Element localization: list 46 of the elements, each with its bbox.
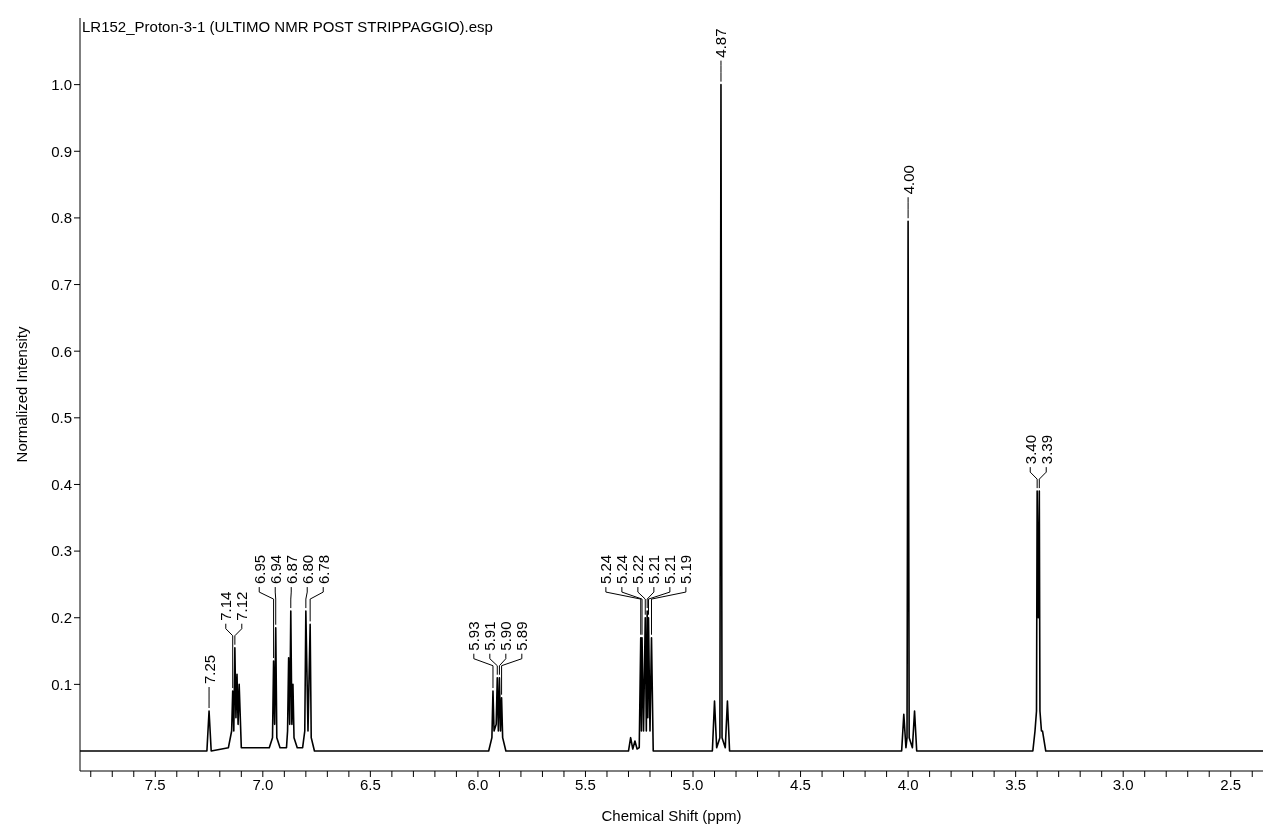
x-tick-label: 4.0 xyxy=(897,775,919,793)
x-tick-label: 5.5 xyxy=(575,775,596,793)
x-tick-label: 4.5 xyxy=(790,775,811,793)
y-tick-label: 0.1 xyxy=(51,675,72,693)
y-tick-label: 0.4 xyxy=(51,475,72,493)
y-tick-label: 0.6 xyxy=(51,342,72,360)
annotation: 7.14 xyxy=(217,591,235,621)
x-tick-label: 7.5 xyxy=(144,775,166,793)
annotation: 3.39 xyxy=(1037,434,1055,465)
annotation: 5.22 xyxy=(629,554,647,585)
annotation: 5.91 xyxy=(481,621,499,651)
annotation: 6.95 xyxy=(250,554,268,585)
y-tick-label: 0.7 xyxy=(51,275,72,293)
x-tick-label: 3.0 xyxy=(1112,775,1134,793)
annotation: 5.93 xyxy=(465,621,483,651)
y-tick-label: 0.9 xyxy=(51,142,72,160)
x-tick-label: 3.5 xyxy=(1005,775,1027,793)
annotation: 6.87 xyxy=(282,554,300,585)
annotation: 4.87 xyxy=(712,28,730,58)
x-tick-label: 6.0 xyxy=(467,775,489,793)
y-tick-label: 0.8 xyxy=(51,209,72,227)
x-tick-label: 7.0 xyxy=(252,775,274,793)
annotation: 6.80 xyxy=(298,554,316,585)
annotation: 5.19 xyxy=(677,554,695,585)
annotation: 4.00 xyxy=(899,165,917,195)
annotation: 5.24 xyxy=(597,554,615,585)
x-tick-label: 6.5 xyxy=(359,775,381,793)
annotation: 7.12 xyxy=(233,591,251,621)
y-tick-label: 0.5 xyxy=(51,409,72,427)
y-tick-label: 0.2 xyxy=(51,609,72,627)
chart-title: LR152_Proton-3-1 (ULTIMO NMR POST STRIPPAGGIO).esp xyxy=(82,18,493,35)
annotation: 5.90 xyxy=(497,621,515,651)
annotation: 6.94 xyxy=(266,554,284,585)
x-axis-title: Chemical Shift (ppm) xyxy=(601,807,742,824)
x-tick-label: 5.0 xyxy=(682,775,704,793)
annotation: 5.21 xyxy=(661,554,679,585)
annotation: 3.40 xyxy=(1021,434,1039,465)
annotation: 7.25 xyxy=(200,654,218,685)
annotation: 5.24 xyxy=(613,554,631,585)
y-axis-title: Normalized Intensity xyxy=(13,326,31,463)
annotation: 6.78 xyxy=(314,554,332,585)
x-tick-label: 2.5 xyxy=(1220,775,1242,793)
annotation: 5.21 xyxy=(645,554,663,585)
y-tick-label: 1.0 xyxy=(51,75,72,93)
annotation: 5.89 xyxy=(513,621,531,651)
y-tick-label: 0.3 xyxy=(51,542,72,560)
